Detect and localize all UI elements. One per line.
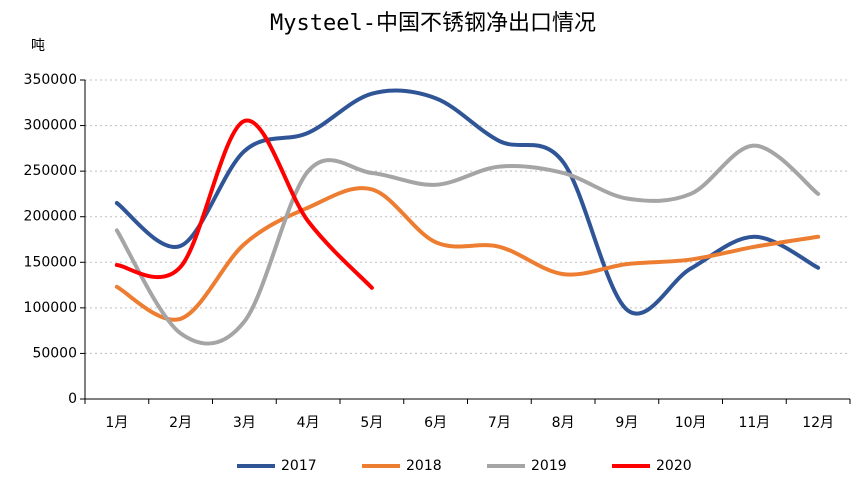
y-tick-label: 50000 (32, 345, 77, 361)
legend-label: 2019 (531, 458, 567, 474)
x-tick-label: 4月 (297, 415, 320, 431)
x-tick-label: 10月 (675, 415, 707, 431)
line-series (114, 88, 821, 316)
y-tick-label: 350000 (24, 72, 77, 88)
chart-title: Mysteel-中国不锈钢净出口情况 (270, 11, 596, 36)
x-tick-label: 12月 (802, 415, 834, 431)
line-series (114, 186, 821, 322)
x-tick-label: 2月 (169, 415, 192, 431)
y-tick-label: 200000 (24, 209, 77, 225)
y-axis-label: 吨 (31, 38, 45, 54)
x-tick-label: 5月 (360, 415, 383, 431)
x-tick-label: 8月 (552, 415, 575, 431)
y-tick-label: 150000 (24, 254, 77, 270)
y-tick-label: 0 (68, 391, 77, 407)
x-tick-label: 7月 (488, 415, 511, 431)
y-tick-label: 300000 (24, 118, 77, 134)
legend-label: 2020 (656, 458, 692, 474)
x-tick-label: 3月 (233, 415, 256, 431)
x-tick-label: 9月 (615, 415, 638, 431)
line-series (114, 143, 821, 346)
y-tick-label: 100000 (24, 300, 77, 316)
x-tick-label: 6月 (424, 415, 447, 431)
legend-label: 2018 (406, 458, 442, 474)
x-tick-label: 11月 (738, 415, 770, 431)
line-series (114, 118, 374, 290)
x-tick-label: 1月 (105, 415, 128, 431)
y-tick-label: 250000 (24, 163, 77, 179)
legend-label: 2017 (281, 458, 317, 474)
